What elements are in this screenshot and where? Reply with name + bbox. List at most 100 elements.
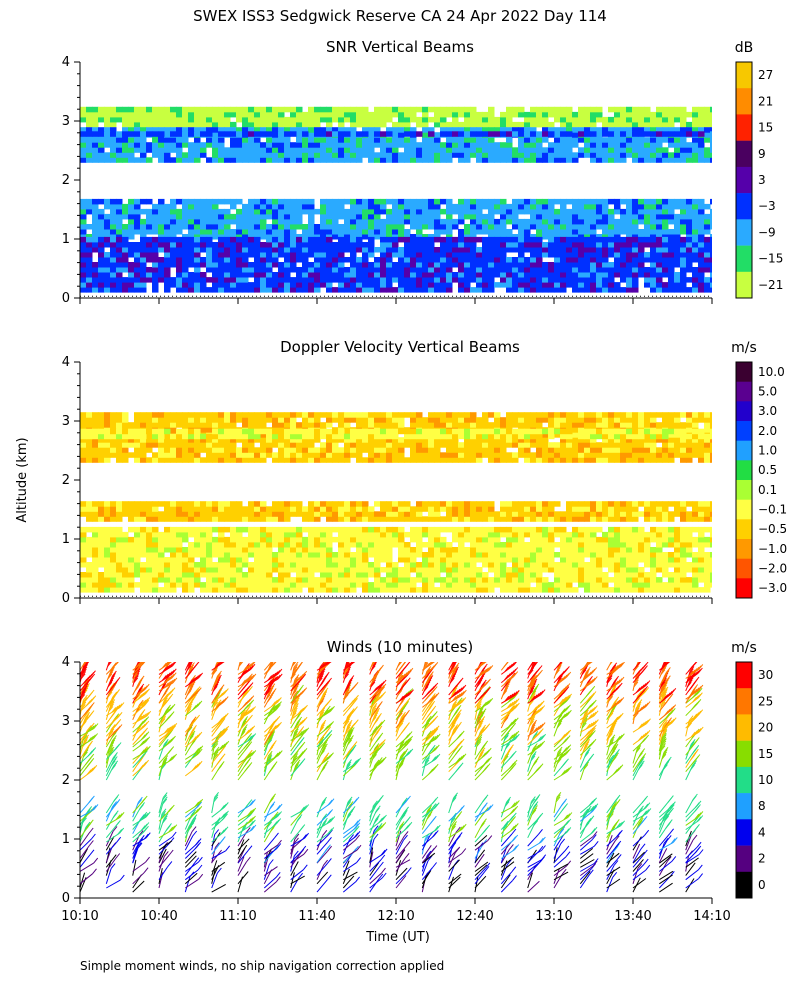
- heatmap-cell: [80, 242, 87, 248]
- heatmap-cell: [308, 412, 315, 418]
- heatmap-cell: [482, 277, 489, 283]
- heatmap-cell: [140, 247, 147, 253]
- heatmap-cell: [482, 142, 489, 148]
- heatmap-cell: [500, 198, 507, 205]
- heatmap-cell: [122, 447, 129, 453]
- heatmap-cell: [506, 127, 513, 133]
- heatmap-cell: [176, 437, 183, 443]
- heatmap-cell: [614, 272, 621, 278]
- heatmap-cell: [524, 147, 531, 153]
- heatmap-cell: [470, 257, 477, 263]
- heatmap-cell: [458, 147, 465, 153]
- heatmap-cell: [554, 428, 561, 435]
- heatmap-cell: [422, 428, 429, 435]
- heatmap-cell: [326, 447, 333, 453]
- heatmap-cell: [452, 433, 459, 440]
- heatmap-cell: [410, 433, 417, 440]
- heatmap-cell: [242, 437, 249, 443]
- heatmap-cell: [134, 511, 141, 517]
- heatmap-cell: [524, 511, 531, 517]
- heatmap-cell: [584, 208, 591, 215]
- heatmap-cell: [248, 111, 255, 118]
- heatmap-cell: [464, 198, 471, 205]
- heatmap-cell: [374, 137, 381, 143]
- heatmap-cell: [176, 247, 183, 253]
- heatmap-cell: [314, 282, 321, 288]
- heatmap-cell: [236, 236, 243, 243]
- heatmap-cell: [404, 437, 411, 443]
- heatmap-cell: [266, 433, 273, 440]
- heatmap-cell: [224, 213, 231, 220]
- heatmap-cell: [692, 247, 699, 253]
- heatmap-cell: [680, 229, 687, 235]
- heatmap-cell: [620, 506, 627, 512]
- heatmap-cell: [548, 412, 555, 418]
- heatmap-cell: [194, 127, 201, 133]
- heatmap-cell: [146, 252, 153, 258]
- heatmap-cell: [122, 157, 129, 163]
- heatmap-cell: [422, 198, 429, 205]
- heatmap-cell: [470, 106, 477, 113]
- heatmap-cell: [326, 501, 333, 507]
- heatmap-cell: [176, 526, 183, 533]
- heatmap-cell: [440, 442, 447, 448]
- heatmap-cell: [434, 287, 441, 293]
- heatmap-cell: [86, 282, 93, 288]
- heatmap-cell: [560, 277, 567, 283]
- heatmap-cell: [122, 213, 129, 220]
- heatmap-cell: [686, 213, 693, 220]
- heatmap-cell: [302, 433, 309, 440]
- heatmap-cell: [92, 582, 99, 588]
- heatmap-cell: [452, 203, 459, 210]
- heatmap-cell: [170, 247, 177, 253]
- heatmap-cell: [308, 516, 315, 522]
- heatmap-cell: [710, 247, 712, 253]
- heatmap-cell: [494, 511, 501, 517]
- heatmap-cell: [500, 516, 507, 522]
- heatmap-cell: [590, 452, 597, 458]
- heatmap-cell: [674, 116, 681, 123]
- heatmap-cell: [650, 247, 657, 253]
- heatmap-cell: [314, 224, 321, 230]
- heatmap-cell: [446, 242, 453, 248]
- heatmap-cell: [278, 137, 285, 143]
- heatmap-cell: [374, 131, 381, 137]
- heatmap-cell: [530, 224, 537, 230]
- heatmap-cell: [158, 147, 165, 153]
- heatmap-cell: [542, 147, 549, 153]
- heatmap-cell: [248, 252, 255, 258]
- heatmap-cell: [428, 277, 435, 283]
- heatmap-cell: [410, 272, 417, 278]
- heatmap-cell: [536, 282, 543, 288]
- heatmap-cell: [626, 137, 633, 143]
- heatmap-cell: [626, 282, 633, 288]
- heatmap-cell: [680, 506, 687, 512]
- heatmap-cell: [476, 121, 483, 128]
- heatmap-cell: [428, 452, 435, 458]
- heatmap-cell: [140, 131, 147, 137]
- heatmap-cell: [608, 121, 615, 128]
- heatmap-cell: [314, 422, 321, 428]
- heatmap-cell: [566, 127, 573, 133]
- heatmap-cell: [506, 412, 513, 418]
- heatmap-cell: [254, 229, 261, 235]
- heatmap-cell: [302, 116, 309, 123]
- heatmap-cell: [428, 116, 435, 123]
- heatmap-cell: [140, 452, 147, 458]
- heatmap-cell: [224, 252, 231, 258]
- heatmap-cell: [314, 272, 321, 278]
- heatmap-cell: [116, 229, 123, 235]
- heatmap-cell: [128, 147, 135, 153]
- heatmap-cell: [686, 157, 693, 163]
- heatmap-cell: [308, 198, 315, 205]
- heatmap-cell: [572, 127, 579, 133]
- heatmap-cell: [458, 106, 465, 113]
- heatmap-cell: [686, 511, 693, 517]
- heatmap-cell: [86, 457, 93, 463]
- heatmap-cell: [110, 452, 117, 458]
- heatmap-cell: [170, 147, 177, 153]
- heatmap-cell: [494, 131, 501, 137]
- heatmap-cell: [212, 111, 219, 118]
- heatmap-cell: [662, 267, 669, 273]
- heatmap-cell: [548, 267, 555, 273]
